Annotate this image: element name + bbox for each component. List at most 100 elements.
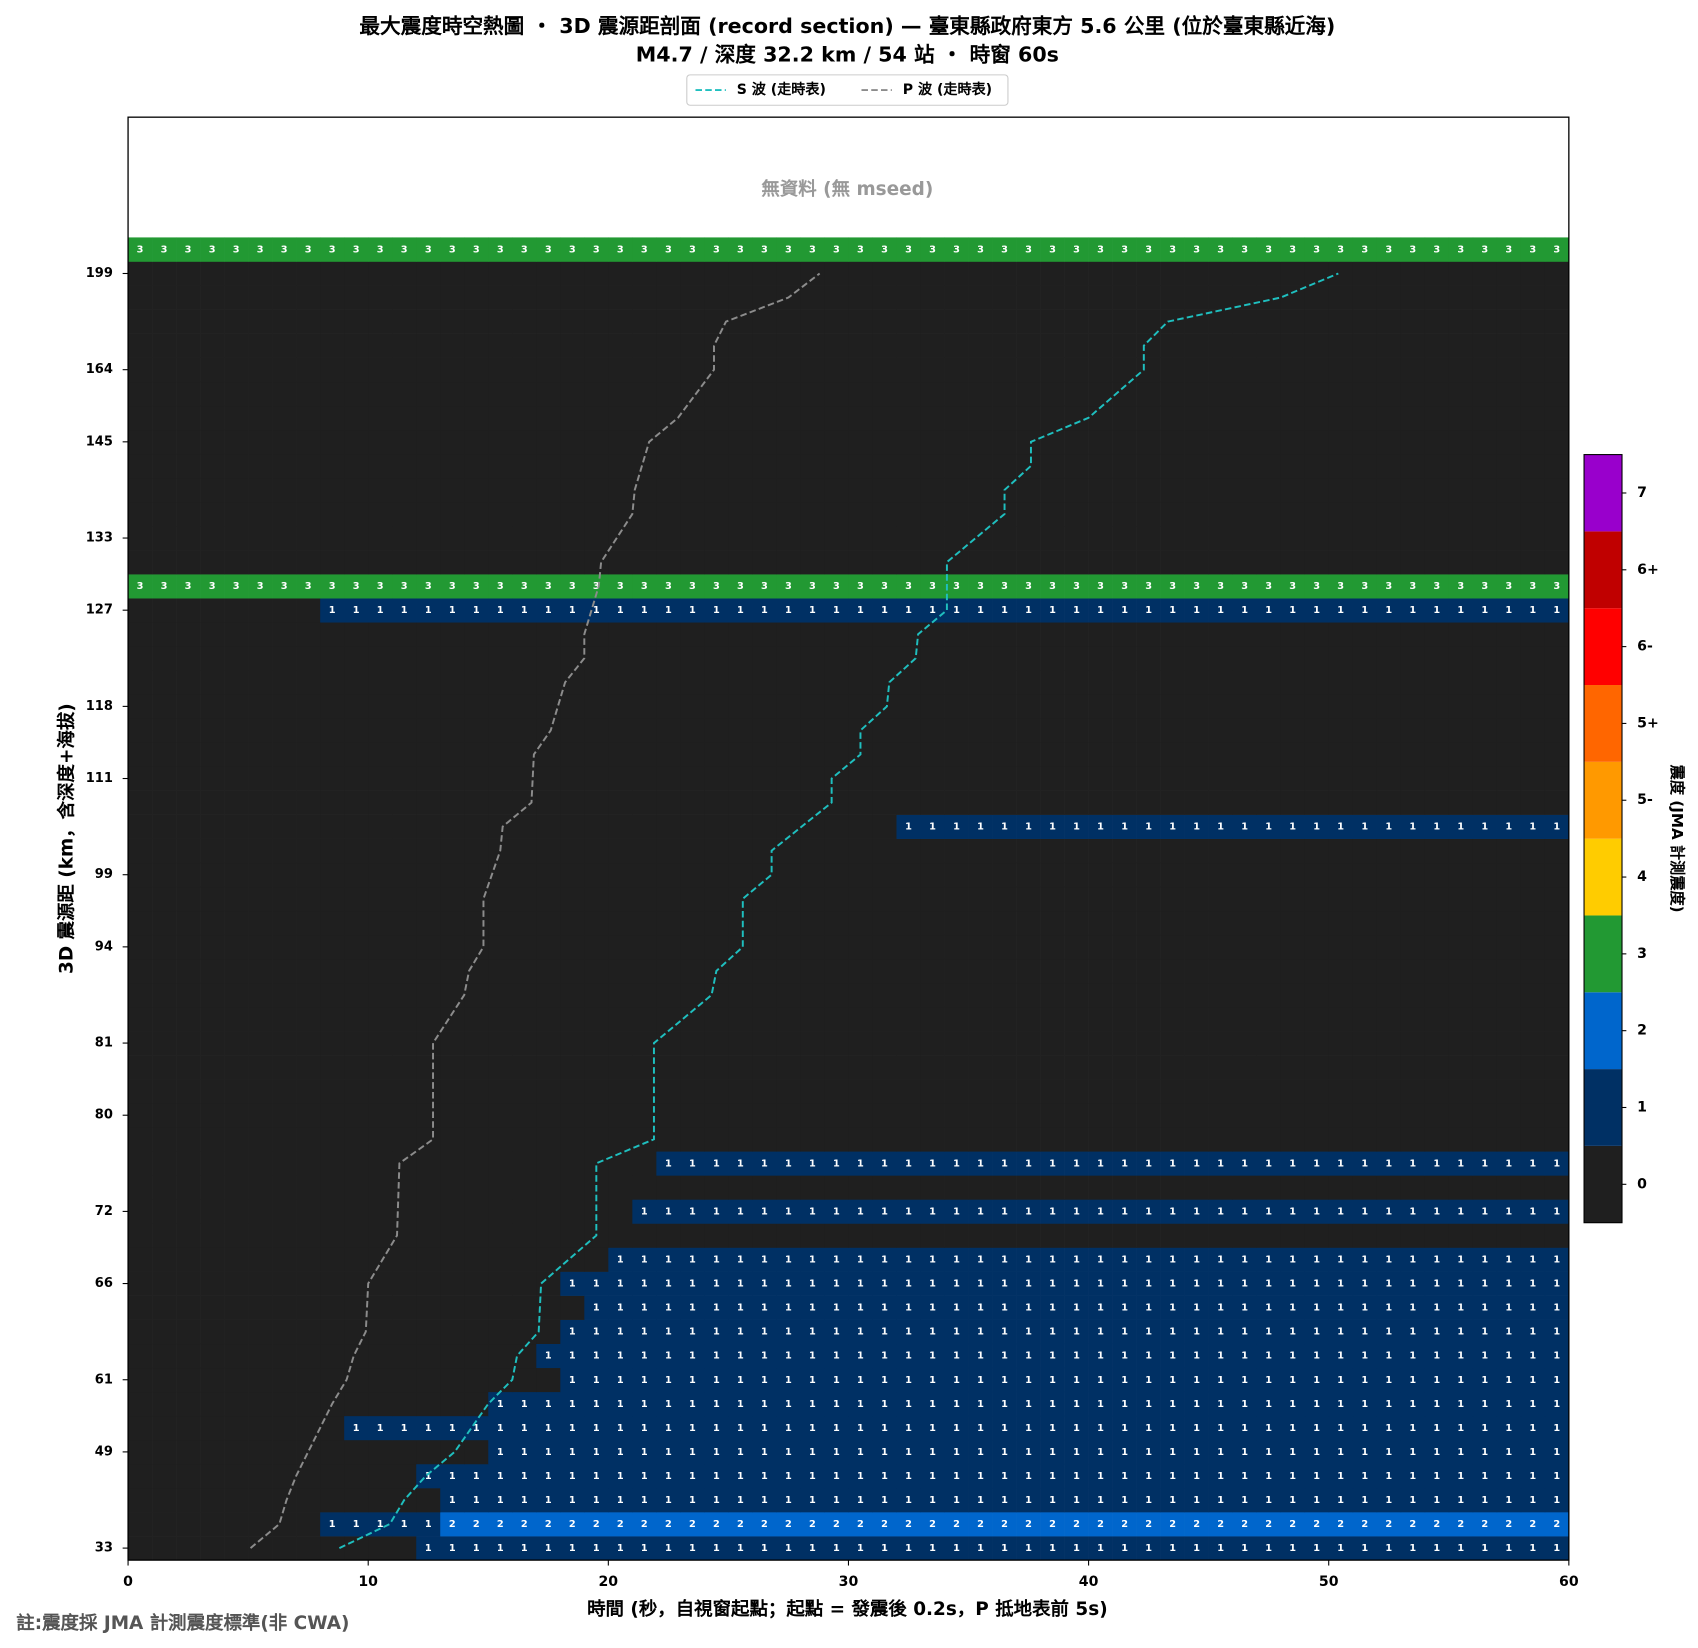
heat-cell [1520,309,1546,334]
cell-label: 1 [1049,1279,1056,1290]
heat-cell [464,333,489,358]
heat-cell [1496,766,1522,791]
heat-cell [728,1006,753,1032]
heat-cell [872,670,897,695]
heat-cell [776,1463,801,1489]
heat-cell [1136,766,1161,791]
heat-cell [152,1247,177,1272]
heat-cell [1376,574,1402,599]
heat-cell [1472,1463,1498,1489]
heat-cell [1256,550,1282,575]
heat-cell [848,1271,873,1296]
y-tick-label: 94 [95,939,113,954]
heat-cell [1088,574,1113,599]
heat-cell [1328,910,1354,936]
heat-cell [1016,1439,1041,1465]
heat-cell [1304,261,1330,286]
heat-cell [1352,1343,1378,1369]
cell-label: 3 [401,244,408,255]
heat-cell [1544,1055,1570,1080]
cell-label: 1 [1433,1255,1440,1266]
heat-cell [1424,1006,1450,1032]
heat-cell [296,1151,321,1176]
heat-cell [1280,429,1306,455]
heat-cell [968,1391,993,1417]
heat-cell [680,1415,705,1441]
heat-cell [1280,309,1306,334]
heat-cell [560,1319,585,1345]
heat-cell [248,838,273,864]
cell-label: 1 [1073,1399,1080,1410]
heat-cell [824,1536,849,1561]
heat-cell [464,862,489,888]
cell-label: 1 [1505,1303,1512,1314]
heat-cell [728,1295,753,1320]
cell-label: 1 [1481,1351,1488,1362]
heat-cell [152,1536,177,1561]
heat-cell [1208,790,1233,815]
heat-cell [1160,285,1185,310]
colorbar-frame [1583,454,1623,1224]
heat-cell [224,1439,249,1465]
heat-cell [1040,622,1065,647]
heat-cell [560,1391,585,1417]
heat-cell [944,670,969,695]
heat-cell [824,1151,849,1176]
heat-cell [608,982,633,1008]
heat-cell [1088,1079,1113,1104]
heat-cell [1016,1487,1041,1513]
heat-cell [248,766,273,791]
heat-cell [560,237,585,262]
heat-cell [1232,622,1258,647]
cell-label: 1 [1145,605,1152,616]
heat-cell [1160,357,1185,383]
heat-cell [560,622,585,647]
heat-cell [1520,1319,1546,1345]
cell-label: 1 [809,1495,816,1506]
heat-cell [1304,742,1330,767]
cell-label: 1 [1073,605,1080,616]
heat-cell [920,910,945,936]
cell-label: 1 [1049,1447,1056,1458]
heat-cell [176,958,201,984]
heat-cell [776,477,801,503]
heat-cell [944,574,969,599]
heat-cell [1112,1536,1137,1561]
cell-label: 1 [1121,822,1128,833]
cell-label: 1 [1553,1495,1560,1506]
cell-label: 1 [953,1471,960,1482]
heat-cell [1280,501,1306,527]
cell-label: 1 [1145,1423,1152,1434]
heat-cell [1304,862,1330,888]
heat-cell [872,958,897,984]
heat-cell [584,790,609,815]
heat-cell [1472,982,1498,1008]
heat-cell [824,958,849,984]
heat-cell [800,622,825,647]
heat-cell [488,1271,513,1296]
heat-cell [536,477,561,503]
heat-cell [1232,1103,1258,1128]
heat-cell [464,1079,489,1104]
heat-cell [968,237,993,262]
cell-label: 2 [1433,1519,1440,1530]
heat-cell [1208,694,1233,719]
cell-label: 1 [1049,1351,1056,1362]
heat-cell [1112,429,1137,455]
heat-cell [344,1343,369,1369]
heat-cell [416,790,441,815]
heat-cell [728,814,753,839]
cell-label: 1 [713,1423,720,1434]
heat-cell [944,429,969,455]
cell-label: 1 [1289,1447,1296,1458]
heat-cell [1544,1079,1570,1104]
heat-cell [824,1103,849,1128]
heat-cell [728,1103,753,1128]
cell-label: 3 [521,581,528,592]
heat-cell [488,405,513,431]
heat-cell [1448,1271,1474,1296]
heat-cell [1016,598,1041,623]
heat-cell [920,646,945,671]
heat-cell [392,526,417,551]
